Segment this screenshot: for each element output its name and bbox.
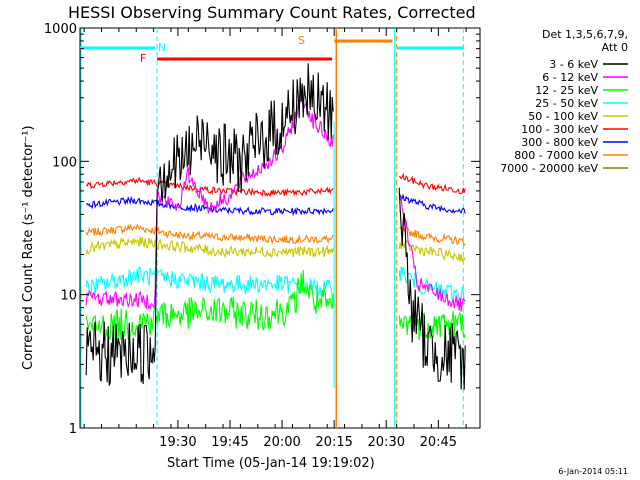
legend-label: 100 - 300 keV bbox=[521, 123, 598, 136]
x-tick-label: 20:45 bbox=[420, 435, 457, 450]
series-line bbox=[85, 223, 466, 247]
legend-label: 25 - 50 keV bbox=[535, 97, 598, 110]
x-tick-label: 20:30 bbox=[368, 435, 405, 450]
series-line bbox=[86, 193, 466, 217]
y-tick-label: 10 bbox=[60, 289, 77, 304]
legend-header-line1: Det 1,3,5,6,7,9, bbox=[542, 28, 628, 41]
series-line bbox=[85, 63, 466, 390]
y-tick-label: 100 bbox=[52, 155, 77, 170]
legend-label: 3 - 6 keV bbox=[549, 58, 598, 71]
footer-timestamp: 6-Jan-2014 05:11 bbox=[558, 467, 628, 476]
x-tick-label: 20:15 bbox=[315, 435, 352, 450]
series-line bbox=[85, 266, 466, 305]
legend-label: 50 - 100 keV bbox=[528, 110, 598, 123]
legend-label: 6 - 12 keV bbox=[542, 71, 598, 84]
plot-frame bbox=[79, 27, 481, 429]
y-tick-label: 1000 bbox=[44, 22, 77, 37]
series-line bbox=[85, 172, 466, 198]
x-tick-label: 20:00 bbox=[263, 435, 300, 450]
y-axis-label: Corrected Count Rate (s⁻¹ detector⁻¹) bbox=[21, 125, 36, 370]
series-line bbox=[85, 236, 466, 263]
legend-label: 7000 - 20000 keV bbox=[500, 162, 598, 175]
x-tick-label: 19:45 bbox=[211, 435, 248, 450]
plot-area: NF S 1 10 100 1000 19:30 19:45 20:00 20:15 20:30 2… bbox=[44, 22, 481, 450]
series-line bbox=[85, 97, 466, 312]
x-tick-label: 19:30 bbox=[159, 435, 196, 450]
axis-layer: 1 10 100 1000 19:30 19:45 20:00 20:15 20:30 20:45 bbox=[44, 22, 480, 450]
legend-header-line2: Att 0 bbox=[602, 41, 628, 54]
flare-flag-label: F bbox=[140, 52, 146, 65]
legend-label: 800 - 7000 keV bbox=[514, 149, 598, 162]
flag-layer: NF S bbox=[80, 28, 464, 428]
chart-title: HESSI Observing Summary Count Rates, Cor… bbox=[68, 3, 476, 22]
night-flag-label: N bbox=[158, 41, 166, 54]
series-layer bbox=[85, 63, 466, 390]
legend-label: 12 - 25 keV bbox=[535, 84, 598, 97]
legend-label: 300 - 800 keV bbox=[521, 136, 598, 149]
y-tick-label: 1 bbox=[69, 422, 77, 437]
x-axis-label: Start Time (05-Jan-14 19:19:02) bbox=[167, 456, 375, 471]
saa-flag-label: S bbox=[298, 34, 305, 47]
